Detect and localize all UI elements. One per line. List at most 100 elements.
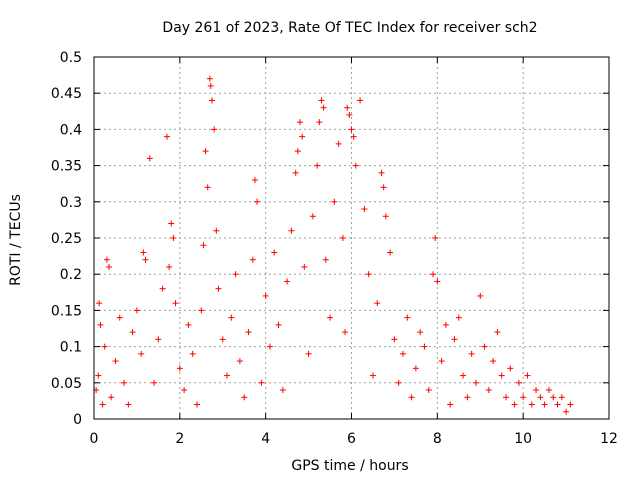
data-point <box>563 408 570 415</box>
data-point <box>125 401 132 408</box>
data-point <box>299 133 306 140</box>
data-point <box>432 235 439 241</box>
data-point <box>320 104 327 111</box>
data-point <box>219 336 226 343</box>
scatter-points <box>93 75 574 415</box>
chart-title: Day 261 of 2023, Rate Of TEC Index for r… <box>162 20 537 36</box>
data-point <box>350 133 357 140</box>
data-point <box>567 401 574 408</box>
data-point <box>279 387 286 394</box>
y-tick-label: 0.45 <box>51 86 82 102</box>
data-point <box>213 227 220 234</box>
data-point <box>520 394 527 401</box>
data-point <box>515 379 522 386</box>
y-tick-label: 0.05 <box>51 376 82 392</box>
data-point <box>412 365 419 372</box>
data-point <box>498 372 505 379</box>
data-point <box>451 336 458 343</box>
data-point <box>374 300 381 307</box>
data-point <box>541 401 548 408</box>
data-point <box>224 372 231 379</box>
data-point <box>215 285 222 292</box>
data-point <box>327 314 334 321</box>
data-point <box>97 321 104 328</box>
data-point <box>198 307 205 314</box>
data-point <box>344 104 351 111</box>
data-point <box>103 256 110 263</box>
data-point <box>442 321 449 328</box>
data-point <box>301 263 308 270</box>
y-tick-label: 0.5 <box>60 50 82 66</box>
data-point <box>558 394 565 401</box>
x-tick-label: 8 <box>433 431 442 447</box>
x-tick-label: 12 <box>600 431 618 447</box>
data-point <box>545 387 552 394</box>
data-point <box>166 263 173 270</box>
data-point <box>163 133 170 140</box>
data-point <box>176 365 183 372</box>
data-point <box>245 329 252 336</box>
data-point <box>485 387 492 394</box>
data-point <box>533 387 540 394</box>
data-point <box>387 249 394 256</box>
x-tick-labels: 0 2 4 6 8 10 12 <box>90 431 618 447</box>
data-point <box>194 401 200 408</box>
y-tick-label: 0.1 <box>60 340 82 356</box>
data-point <box>339 235 346 241</box>
data-point <box>138 350 145 357</box>
data-point <box>468 350 475 357</box>
x-tick-label: 0 <box>90 431 99 447</box>
data-point <box>460 372 467 379</box>
data-point <box>305 350 312 357</box>
x-tick-label: 6 <box>347 431 356 447</box>
data-point <box>228 314 235 321</box>
data-point <box>292 169 299 176</box>
data-point <box>434 278 441 285</box>
data-point <box>400 350 406 357</box>
data-point <box>206 75 213 82</box>
data-point <box>95 372 102 379</box>
data-point <box>477 292 484 299</box>
data-point <box>417 329 424 336</box>
data-point <box>146 155 153 162</box>
data-point <box>378 169 385 176</box>
data-point <box>262 292 269 299</box>
data-point <box>251 177 258 184</box>
data-point <box>129 329 136 336</box>
data-point <box>159 285 166 292</box>
data-point <box>112 358 119 365</box>
data-point <box>155 336 162 343</box>
data-point <box>554 401 561 408</box>
data-point <box>309 213 316 220</box>
data-point <box>357 97 364 104</box>
data-point <box>408 394 415 401</box>
data-point <box>382 213 389 220</box>
x-tick-label: 2 <box>175 431 184 447</box>
data-point <box>294 148 301 155</box>
data-point <box>365 271 372 278</box>
data-point <box>211 126 218 133</box>
data-point <box>380 184 387 191</box>
data-point <box>404 314 411 321</box>
data-point <box>430 271 437 278</box>
data-point <box>116 314 123 321</box>
x-tick-label: 4 <box>261 431 270 447</box>
data-point <box>503 394 509 401</box>
y-tick-labels: 0 0.05 0.1 0.15 0.2 0.25 0.3 0.35 0.4 0.45 0.5 <box>51 50 82 428</box>
y-tick-label: 0.25 <box>51 231 82 247</box>
data-point <box>232 271 239 278</box>
data-point <box>318 97 325 104</box>
data-point <box>316 119 323 126</box>
data-point <box>342 329 349 336</box>
data-point <box>258 379 265 386</box>
y-tick-label: 0.4 <box>60 122 82 138</box>
data-point <box>537 394 544 401</box>
axis-ticks <box>93 56 610 420</box>
data-point <box>99 401 106 408</box>
x-tick-label: 10 <box>514 431 532 447</box>
data-point <box>391 336 398 343</box>
data-point <box>490 358 497 365</box>
data-point <box>168 220 175 227</box>
data-point <box>352 162 359 169</box>
data-point <box>181 387 188 394</box>
